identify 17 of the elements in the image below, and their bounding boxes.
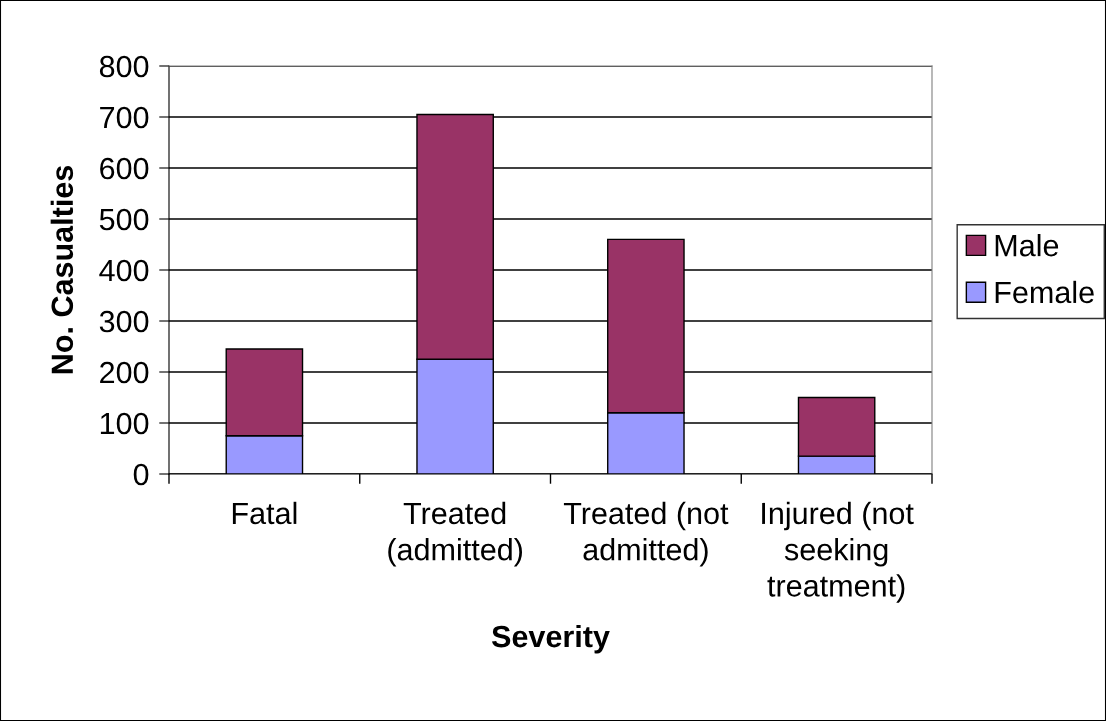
legend-label: Male — [995, 233, 1059, 257]
y-tick-label: 700 — [100, 106, 149, 129]
y-tick-label: 500 — [99, 208, 149, 231]
x-tick-label: Fatal — [232, 501, 297, 525]
legend-label: Female — [995, 280, 1094, 304]
y-tick-label: 600 — [100, 157, 149, 180]
y-tick-label: 800 — [99, 55, 149, 78]
y-axis-title: No. Casualties — [50, 165, 74, 374]
x-tick-label: Treated (admitted) — [388, 501, 523, 567]
y-tick-label: 100 — [100, 412, 149, 435]
y-tick-label: 300 — [99, 310, 149, 333]
y-tick-label: 200 — [100, 361, 149, 384]
x-tick-label: Treated (not admitted) — [563, 501, 729, 567]
x-tick-label: Injured (not seeking treatment) — [762, 501, 914, 603]
x-axis-title: Severity — [491, 624, 610, 654]
y-tick-label: 400 — [99, 259, 149, 282]
y-tick-label: 0 — [133, 463, 149, 486]
